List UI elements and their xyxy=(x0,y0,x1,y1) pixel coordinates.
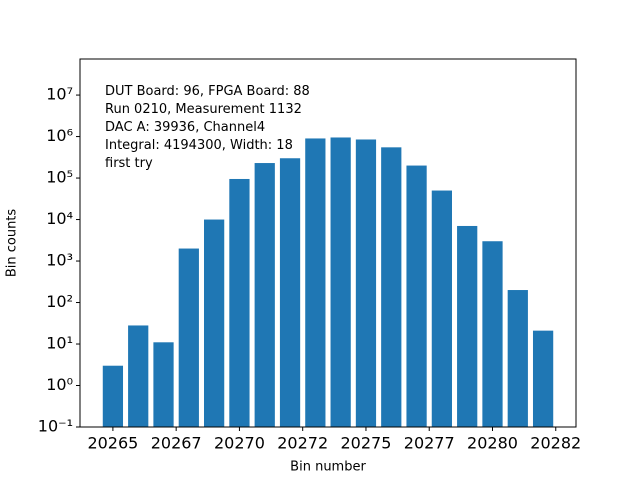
y-tick-label: 10¹ xyxy=(46,334,73,353)
bar xyxy=(355,139,377,427)
bar xyxy=(431,190,452,427)
y-tick-label: 10⁵ xyxy=(46,168,73,187)
bar xyxy=(128,325,149,427)
annotation: first try xyxy=(105,156,153,171)
annotation-block: DUT Board: 96, FPGA Board: 88 Run 0210, M… xyxy=(105,84,310,171)
x-tick-label: 20265 xyxy=(87,434,138,453)
bar xyxy=(178,248,199,427)
x-tick-label: 20272 xyxy=(277,434,328,453)
y-tick-label: 10³ xyxy=(46,251,73,270)
bar xyxy=(381,147,402,427)
x-axis-label: Bin number xyxy=(290,460,366,475)
x-tick-label: 20280 xyxy=(467,434,518,453)
annotation: DAC A: 39936, Channel4 xyxy=(105,120,265,135)
bar xyxy=(457,225,478,427)
bar xyxy=(305,138,326,427)
annotation: Run 0210, Measurement 1132 xyxy=(105,102,302,117)
x-tick-label: 20270 xyxy=(214,434,265,453)
y-tick-label: 10⁰ xyxy=(46,375,73,394)
bar xyxy=(102,365,124,427)
axes: 10⁻¹ 10⁰ 10¹ 10² 10³ 10⁴ 10⁵ 10⁶ 10⁷ 20265 20267 20… xyxy=(38,85,581,453)
annotation: Integral: 4194300, Width: 18 xyxy=(105,138,293,153)
y-tick-label: 10⁴ xyxy=(46,209,73,228)
plot-frame xyxy=(79,58,577,428)
y-axis-label: Bin counts xyxy=(5,209,20,278)
bar xyxy=(153,342,174,427)
bar xyxy=(482,241,503,427)
y-tick-label: 10⁻¹ xyxy=(38,417,73,436)
bars xyxy=(102,137,554,427)
bar xyxy=(204,219,225,427)
y-tick-label: 10⁶ xyxy=(46,126,73,145)
bar xyxy=(229,178,250,427)
annotation: DUT Board: 96, FPGA Board: 88 xyxy=(105,84,310,99)
bar xyxy=(507,290,528,427)
bar xyxy=(330,137,351,427)
bar xyxy=(254,163,275,427)
x-tick-label: 20275 xyxy=(341,434,392,453)
x-tick-label: 20277 xyxy=(404,434,455,453)
x-tick-label: 20267 xyxy=(151,434,202,453)
bar xyxy=(406,165,427,427)
bar xyxy=(279,158,301,427)
bar xyxy=(532,330,554,427)
x-tick-label: 20282 xyxy=(530,434,581,453)
y-tick-label: 10² xyxy=(46,292,73,311)
y-tick-label: 10⁷ xyxy=(46,85,73,104)
